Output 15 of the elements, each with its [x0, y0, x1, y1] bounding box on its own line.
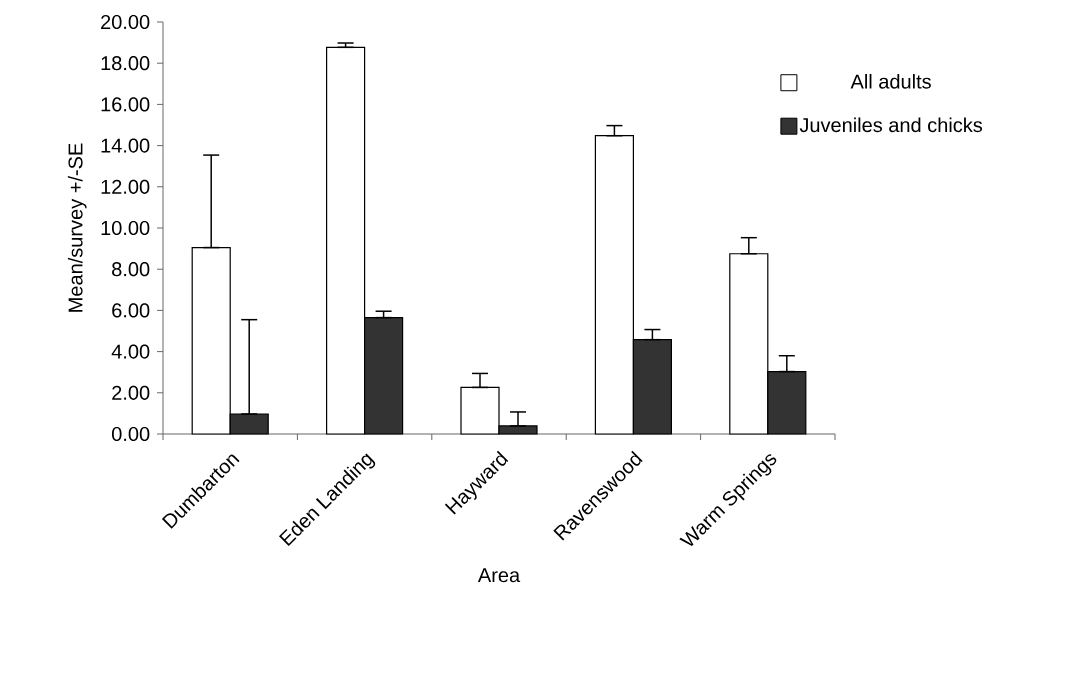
legend-label: Juveniles and chicks: [799, 117, 983, 133]
y-tick-label: 20.00: [101, 14, 150, 30]
y-tick-label: 8.00: [112, 262, 150, 277]
y-tick-label: 14.00: [101, 138, 150, 153]
y-tick-label: 0.00: [111, 426, 150, 442]
y-tick-label: 12.00: [101, 179, 150, 194]
y-axis-title: Mean/survey +/-SE: [67, 143, 87, 312]
y-tick-label: 10.00: [101, 220, 150, 236]
y-tick-label: 2.00: [112, 385, 150, 400]
y-tick-label: 6.00: [112, 303, 150, 318]
y-tick-label: 4.00: [111, 344, 150, 359]
x-axis-title: Area: [477, 568, 521, 583]
y-tick-label: 16.00: [101, 97, 150, 112]
y-tick-label: 18.00: [101, 56, 150, 71]
text: All adults: [850, 73, 931, 89]
